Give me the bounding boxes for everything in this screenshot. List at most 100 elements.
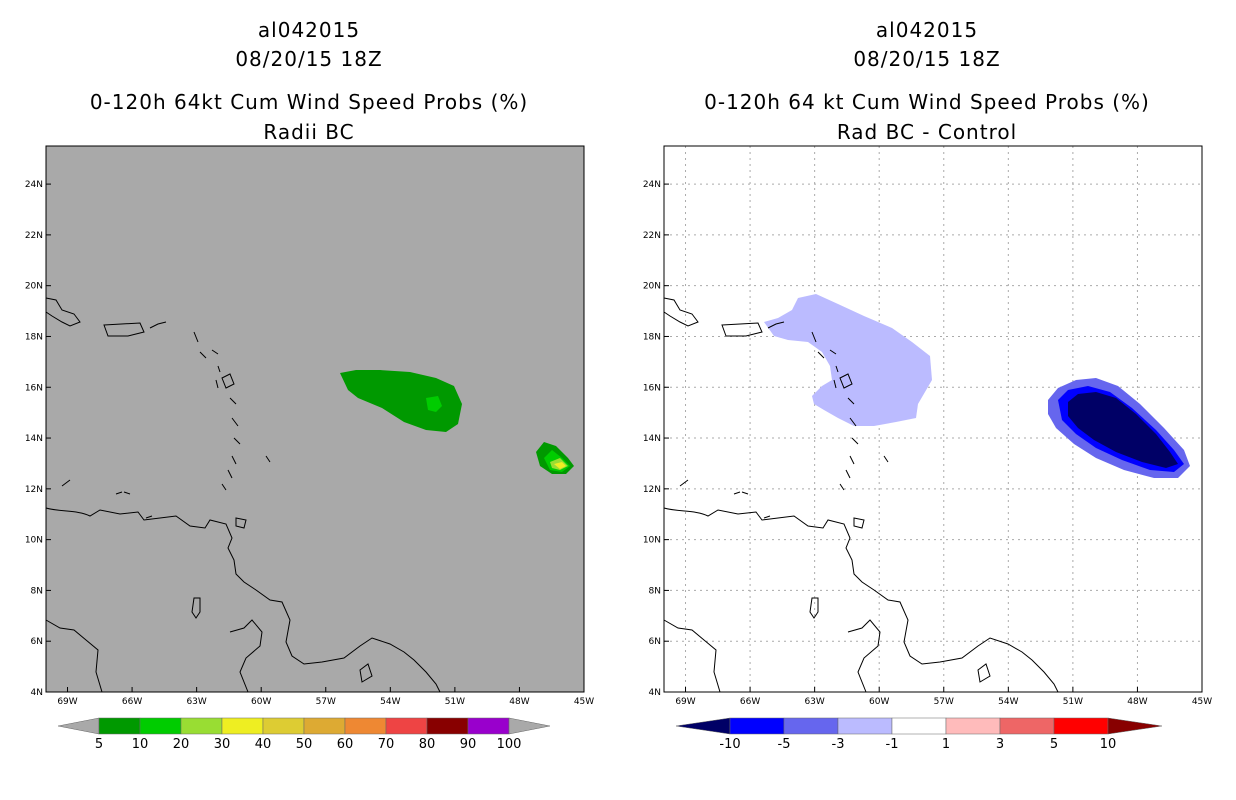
contour-neg10: [1068, 392, 1178, 468]
colorbar-label: 20: [173, 737, 190, 752]
right-panel: al042015 08/20/15 18Z 0-120h 64 kt Cum W…: [618, 0, 1236, 800]
lat-tick-label: 16N: [25, 383, 43, 393]
lat-tick-label: 10N: [25, 536, 43, 546]
datetime: 08/20/15 18Z: [853, 47, 1001, 71]
colorbar-label: 3: [996, 737, 1004, 752]
lon-tick-label: 51W: [445, 697, 465, 707]
colorbar-label: -5: [778, 737, 791, 752]
colorbar-label: 60: [337, 737, 354, 752]
map-frame: [663, 145, 1203, 693]
right-map: 24N 22N 20N 18N 16N 14N 12N 10N 8N 6N 4N 69W 66W 63W 6…: [643, 145, 1212, 752]
lon-tick-label: 66W: [122, 697, 142, 707]
colorbar-arrow-right: [1107, 717, 1163, 735]
lat-tick-label: 12N: [643, 485, 661, 495]
colorbar-segment: [180, 717, 223, 735]
lat-tick-label: 8N: [31, 586, 43, 596]
map-frame: [45, 145, 585, 693]
product-title: 0-120h 64 kt Cum Wind Speed Probs (%): [704, 90, 1150, 114]
lat-tick-label: 14N: [25, 434, 43, 444]
left-panel: al042015 08/20/15 18Z 0-120h 64kt Cum Wi…: [25, 18, 594, 752]
lat-tick-label: 20N: [25, 282, 43, 292]
lon-tick-label: 57W: [316, 697, 336, 707]
lat-tick-label: 4N: [31, 688, 43, 698]
lon-tick-label: 63W: [186, 697, 206, 707]
lon-tick-label: 54W: [998, 697, 1018, 707]
colorbar-label: 70: [378, 737, 395, 752]
colorbar: 5 10 20 30 40 50 60 70 80 90 100: [57, 717, 551, 752]
colorbar-segment: [385, 717, 428, 735]
colorbar-arrow-left: [57, 717, 100, 735]
lat-tick-label: 14N: [643, 434, 661, 444]
colorbar-label: 10: [132, 737, 149, 752]
colorbar-arrow-left: [675, 717, 731, 735]
lat-tick-label: 16N: [643, 383, 661, 393]
colorbar-segment: [262, 717, 305, 735]
storm-id: al042015: [875, 18, 979, 42]
colorbar-label: 100: [497, 737, 522, 752]
storm-id: al042015: [257, 18, 361, 42]
coastline: [45, 297, 441, 693]
colorbar-label: 90: [460, 737, 477, 752]
colorbar: -10 -5 -3 -1 1 3 5 10: [675, 717, 1163, 752]
contour-5: [340, 370, 462, 432]
colorbar-segment: [729, 717, 785, 735]
lon-tick-label: 57W: [934, 697, 954, 707]
colorbar-label: 5: [1050, 737, 1058, 752]
colorbar-segment: [891, 717, 947, 735]
colorbar-label: -3: [832, 737, 845, 752]
colorbar-arrow-right: [508, 717, 551, 735]
probability-contours: [340, 370, 574, 474]
colorbar-segment: [303, 717, 346, 735]
colorbar-label: 40: [255, 737, 272, 752]
lon-tick-label: 63W: [804, 697, 824, 707]
lat-tick-label: 22N: [643, 231, 661, 241]
lon-tick-label: 48W: [509, 697, 529, 707]
lon-tick-label: 45W: [574, 697, 594, 707]
datetime: 08/20/15 18Z: [235, 47, 383, 71]
colorbar-label: 50: [296, 737, 313, 752]
lat-tick-label: 6N: [31, 637, 43, 647]
colorbar-label: -1: [886, 737, 899, 752]
colorbar-segment: [139, 717, 182, 735]
colorbar-segment: [999, 717, 1055, 735]
colorbar-segment: [945, 717, 1001, 735]
lon-tick-label: 51W: [1063, 697, 1083, 707]
lon-tick-label: 45W: [1192, 697, 1212, 707]
contour-neg1: [764, 294, 932, 426]
colorbar-segment: [837, 717, 893, 735]
colorbar-label: 10: [1100, 737, 1117, 752]
lon-tick-label: 60W: [251, 697, 271, 707]
contour-10: [426, 396, 442, 412]
lon-tick-label: 54W: [380, 697, 400, 707]
coastline: [663, 297, 1059, 693]
contour-30: [554, 462, 566, 469]
colorbar-label: 80: [419, 737, 436, 752]
colorbar-segment: [98, 717, 141, 735]
difference-contours: [764, 294, 1190, 478]
colorbar-label: -10: [719, 737, 740, 752]
colorbar-label: 1: [942, 737, 950, 752]
colorbar-segment: [426, 717, 469, 735]
colorbar-label: 30: [214, 737, 231, 752]
product-title: 0-120h 64kt Cum Wind Speed Probs (%): [89, 90, 529, 114]
panel-subtitle: Rad BC - Control: [836, 120, 1018, 144]
lon-tick-label: 66W: [740, 697, 760, 707]
lat-tick-label: 18N: [25, 332, 43, 342]
colorbar-segment: [1053, 717, 1109, 735]
lat-tick-label: 22N: [25, 231, 43, 241]
lon-tick-label: 60W: [869, 697, 889, 707]
map-background: [46, 146, 584, 692]
lat-tick-label: 20N: [643, 282, 661, 292]
left-map: 24N 22N 20N 18N 16N 14N 12N 10N 8N 6N 4N 69W 66W 63W 6…: [25, 145, 594, 752]
colorbar-segment: [783, 717, 839, 735]
colorbar-segment: [221, 717, 264, 735]
colorbar-segment: [467, 717, 510, 735]
lat-tick-label: 4N: [649, 688, 661, 698]
lat-tick-label: 8N: [649, 586, 661, 596]
panel-subtitle: Radii BC: [263, 120, 355, 144]
lat-tick-label: 24N: [25, 180, 43, 190]
lat-tick-label: 6N: [649, 637, 661, 647]
lat-tick-label: 24N: [643, 180, 661, 190]
lon-tick-label: 48W: [1127, 697, 1147, 707]
lat-tick-label: 10N: [643, 536, 661, 546]
